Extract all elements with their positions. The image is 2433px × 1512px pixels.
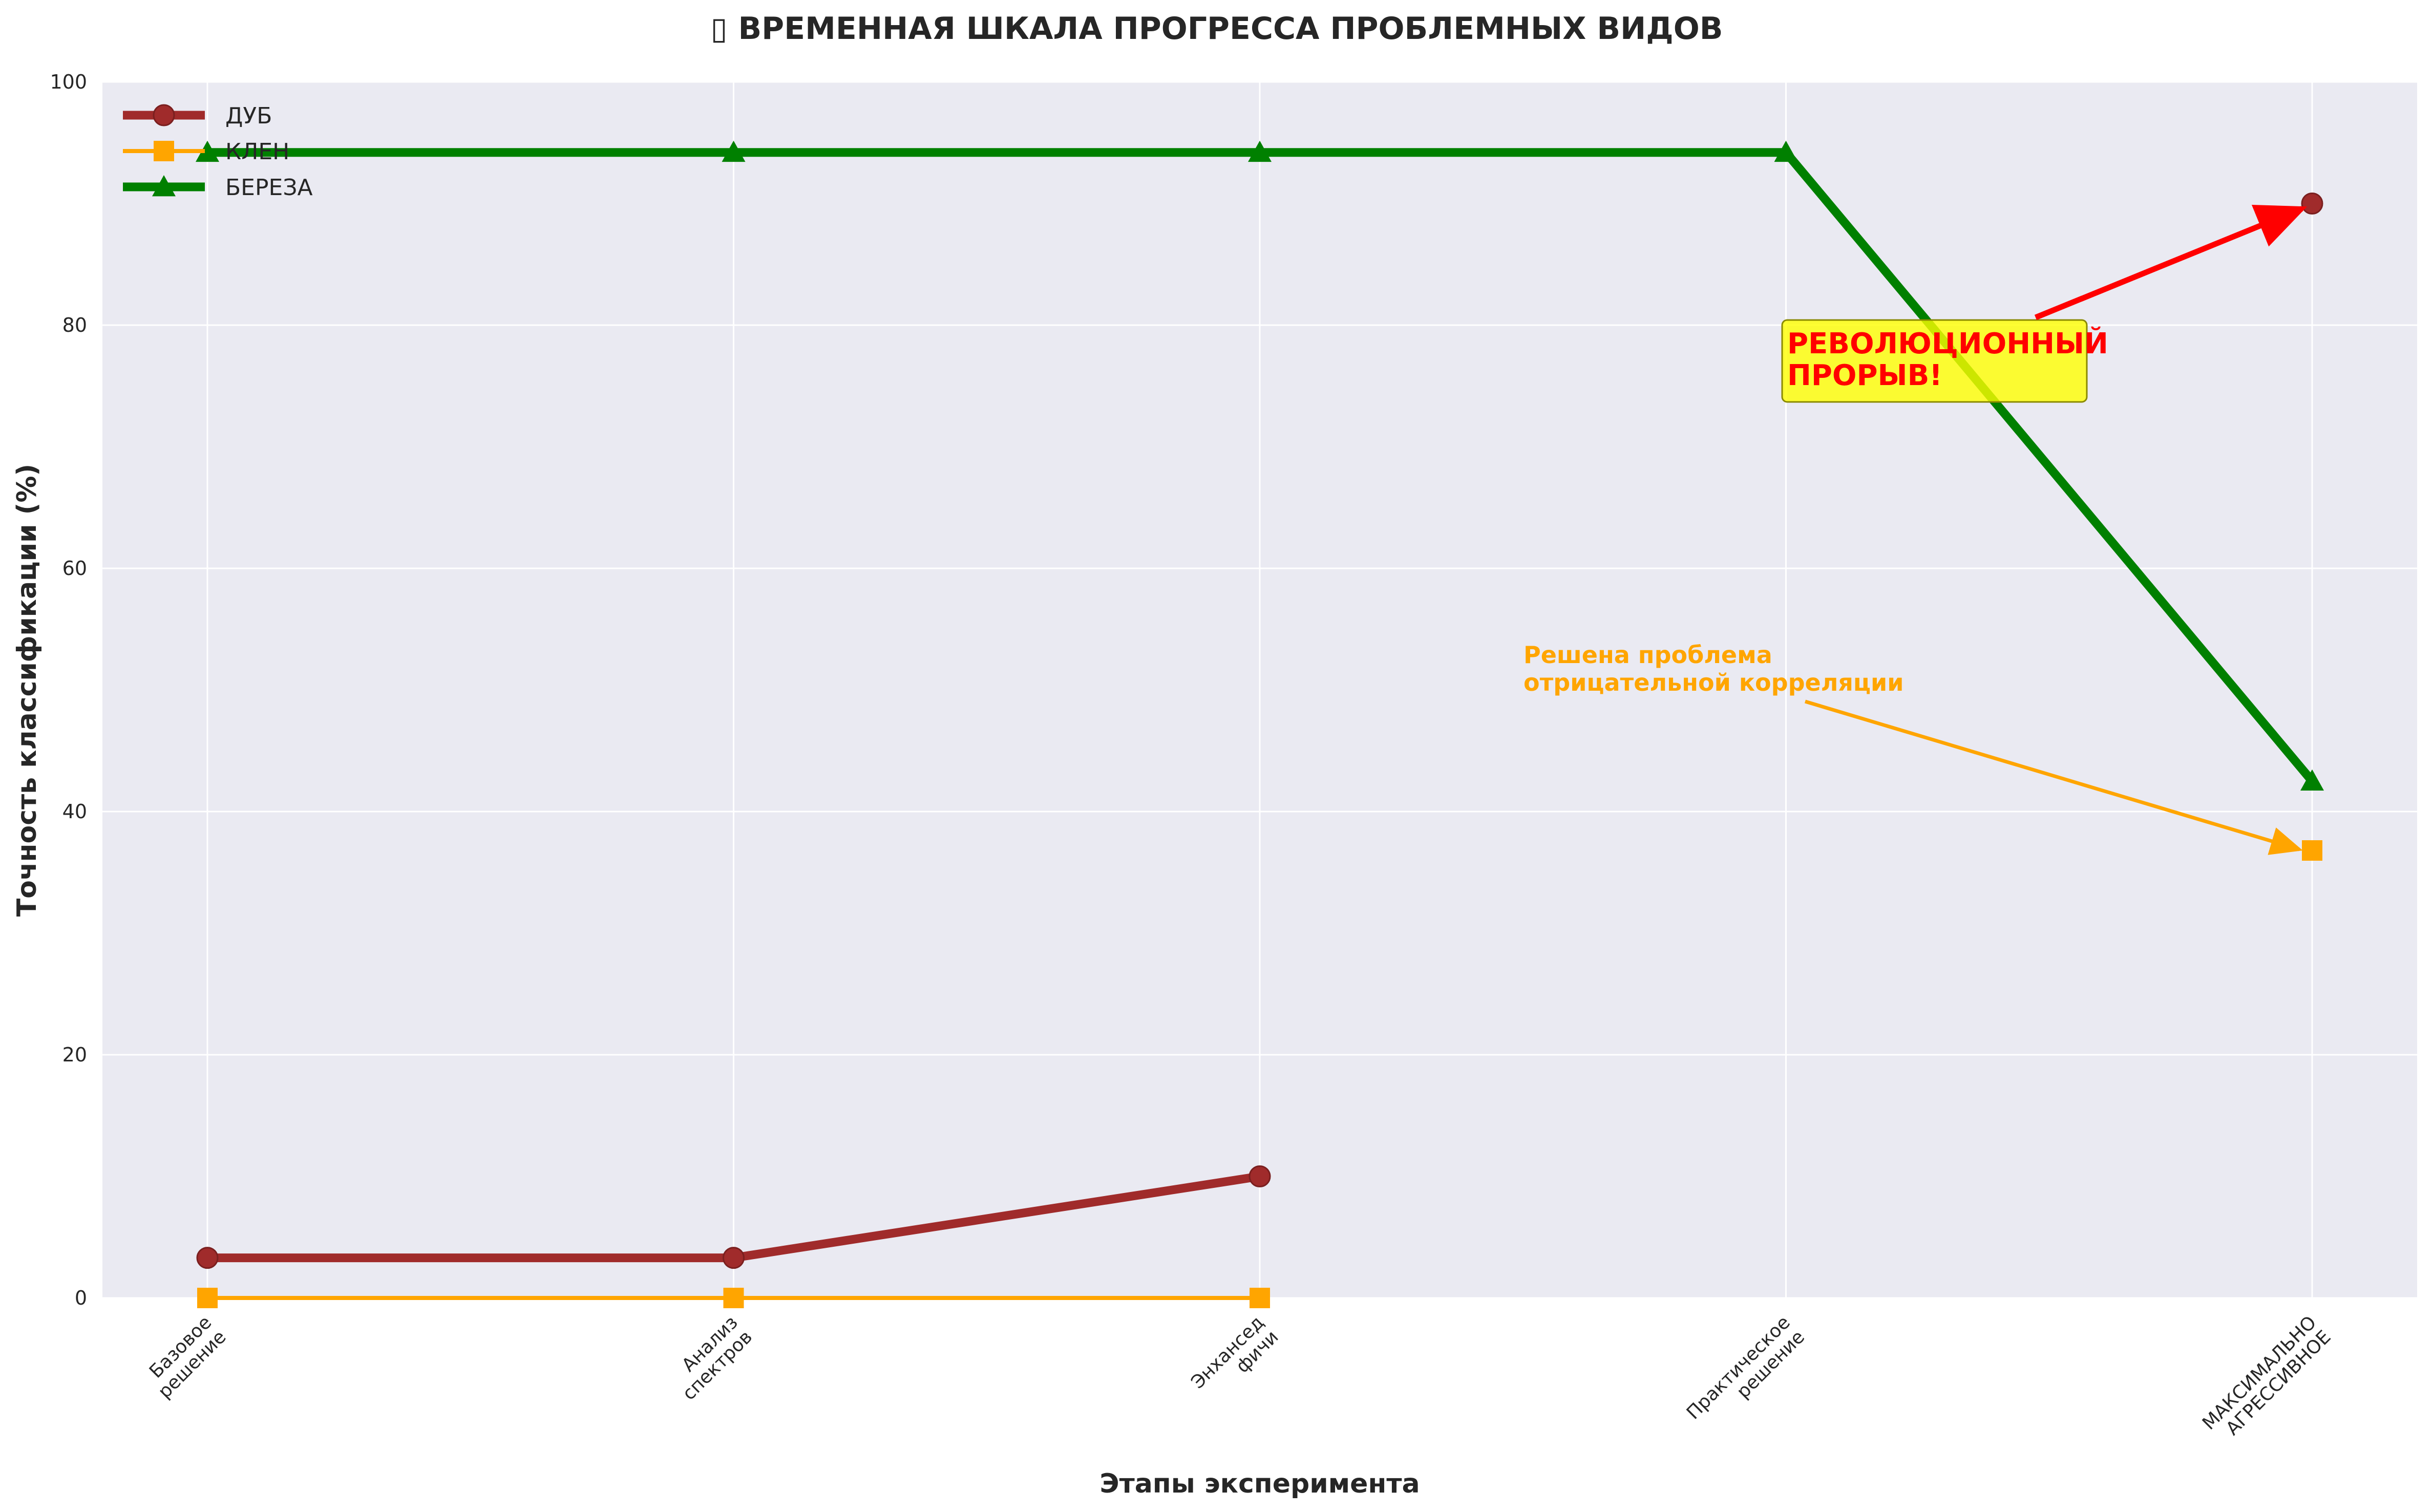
y-tick-label: 80 [62,314,87,336]
data-point [2301,193,2323,215]
data-point [1248,140,1272,162]
chart-title: ▯ ВРЕМЕННАЯ ШКАЛА ПРОГРЕССА ПРОБЛЕМНЫХ В… [711,11,1723,47]
series-line-segment [729,1172,1264,1263]
x-tick-label: МАКСИМАЛЬНОАГРЕССИВНОЕ [2198,1312,2335,1449]
legend: ДУБ КЛЕН БЕРЕЗА [123,103,313,201]
annotation-text: РЕВОЛЮЦИОННЫЙ [1787,327,2108,360]
annotation-text: отрицательной корреляции [1524,669,1904,696]
data-point [2300,769,2324,791]
legend-marker [154,141,174,161]
annotation-text: ПРОРЫВ! [1787,359,1942,392]
x-axis-label: Этапы эксперимента [1099,1468,1420,1499]
y-tick-label: 40 [62,800,87,823]
annotation-text: Решена проблема [1524,641,1772,669]
x-axis-ticks: Базовоерешение Анализспектров Энханседфичи… [140,1312,2335,1449]
series-group [196,140,2324,1308]
y-tick-label: 100 [50,71,87,93]
data-point [197,1288,218,1308]
x-tick-label: Анализспектров [664,1312,757,1404]
annotation-box [1781,319,2088,403]
data-point [2302,840,2322,861]
y-tick-label: 0 [75,1287,87,1309]
y-axis-ticks: 0 20 40 60 80 100 [50,71,87,1309]
data-point [1774,140,1798,162]
y-axis-label: Точность классификации (%) [12,464,43,917]
series-line-segment [1782,148,2317,786]
annotation-arrow [1804,699,2303,855]
data-point [196,140,219,162]
legend-label: БЕРЕЗА [225,175,313,201]
legend-label: КЛЕН [225,139,289,165]
data-point [1249,1165,1271,1187]
grid-lines [102,81,2417,1299]
y-tick-label: 60 [62,557,87,580]
legend-label: ДУБ [225,103,272,129]
y-tick-label: 20 [62,1044,87,1066]
data-point [723,1288,744,1308]
annotation-arrow [2034,205,2308,321]
series-БЕРЕЗА [196,140,2324,791]
data-point [723,1247,745,1269]
legend-marker [153,104,175,126]
x-tick-label: Практическоерешение [1683,1312,1809,1438]
data-point [1250,1288,1270,1308]
data-point [196,1247,219,1269]
series-КЛЕН [197,840,2322,1308]
x-tick-label: Энханседфичи [1187,1312,1282,1407]
x-tick-label: Базовоерешение [140,1312,230,1402]
data-point [722,140,746,162]
legend-marker [152,175,176,197]
